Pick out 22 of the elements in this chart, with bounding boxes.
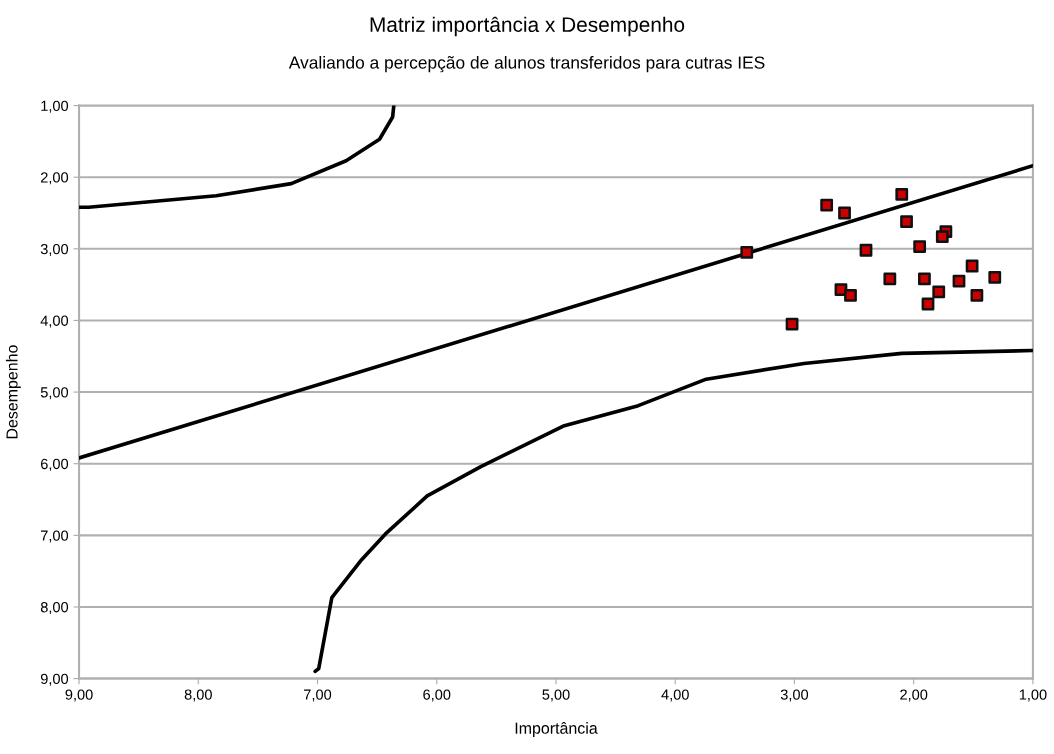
y-tick-label: 5,00 [40, 387, 69, 400]
y-tick-label: 2,00 [40, 172, 69, 185]
y-tick-label: 8,00 [40, 602, 69, 615]
y-tick-label: 6,00 [40, 458, 69, 471]
x-tick-label: 4,00 [661, 689, 689, 702]
x-tick-label: 5,00 [542, 689, 570, 702]
x-tick-label: 2,00 [900, 689, 928, 702]
x-tick-label: 1,00 [1019, 689, 1047, 702]
y-tick-label: 9,00 [40, 673, 69, 686]
y-tick-label: 1,00 [41, 100, 69, 113]
x-tick-label: 8,00 [184, 689, 212, 702]
y-axis-title: Desempenho [5, 345, 21, 439]
y-tick-label: 3,00 [40, 243, 69, 256]
x-axis-title: Importância [515, 722, 598, 737]
x-tick-label: 3,00 [780, 689, 809, 702]
y-tick-label: 7,00 [41, 530, 69, 543]
x-tick-label: 6,00 [423, 689, 451, 702]
x-tick-label: 7,00 [304, 689, 332, 702]
chart-title: Matriz importância x Desempenho [370, 16, 685, 37]
y-tick-label: 4,00 [40, 315, 69, 328]
chart-subtitle: Avaliando a percepção de alunos transferidos para cutras IES [288, 55, 765, 73]
x-tick-label: 9,00 [65, 689, 93, 702]
